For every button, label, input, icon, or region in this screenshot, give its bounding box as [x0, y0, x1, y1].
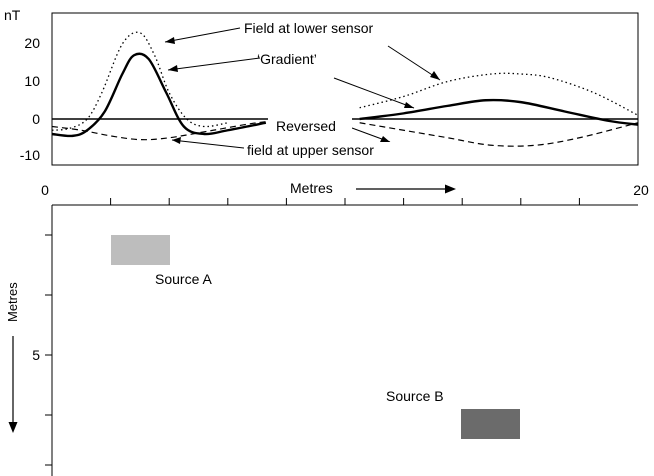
profile-curves [51, 31, 639, 147]
y-tick-20: 20 [24, 35, 40, 51]
label-gradient: ‘Gradient’ [257, 51, 317, 67]
arrow-heads [165, 37, 440, 144]
y-tick-0: 0 [32, 111, 40, 127]
y-axis-arrow-head [8, 422, 18, 433]
arrow-gradient-b [333, 77, 415, 109]
series-0-segment-0 [51, 31, 228, 131]
series-2-segment-0 [51, 118, 299, 141]
label-reversed-2: field at upper sensor [247, 142, 374, 158]
y-unit-label: nT [4, 7, 21, 23]
arrow-lower-sensor-b [387, 45, 441, 81]
label-bg-reversed [268, 118, 352, 134]
source-b-block [461, 409, 520, 439]
label-reversed-1: Reversed [276, 118, 336, 134]
series-1-segment-0 [51, 52, 267, 138]
x-axis-label: Metres [290, 180, 333, 196]
series-0-segment-1 [359, 72, 639, 116]
source-b-label: Source B [386, 388, 444, 404]
series-2-segment-1 [359, 122, 639, 147]
arrow-gradient [167, 57, 261, 71]
x-tick-20: 20 [633, 182, 649, 198]
series-1-segment-1 [359, 98, 639, 126]
y-axis-label-metres: Metres [5, 282, 20, 322]
y-tick-5: 5 [32, 347, 40, 363]
source-a-block [111, 235, 170, 265]
y-tick-minus10: -10 [20, 147, 40, 163]
map-ticks [45, 198, 580, 466]
arrow-lower-sensor [164, 27, 241, 43]
x-tick-0: 0 [41, 182, 49, 198]
y-tick-10: 10 [24, 73, 40, 89]
label-bg-upper [244, 142, 396, 158]
label-lower-sensor: Field at lower sensor [244, 20, 374, 36]
profile-chart-frame [51, 12, 639, 166]
source-a-label: Source A [155, 271, 212, 287]
x-axis-arrow-head [445, 184, 456, 194]
